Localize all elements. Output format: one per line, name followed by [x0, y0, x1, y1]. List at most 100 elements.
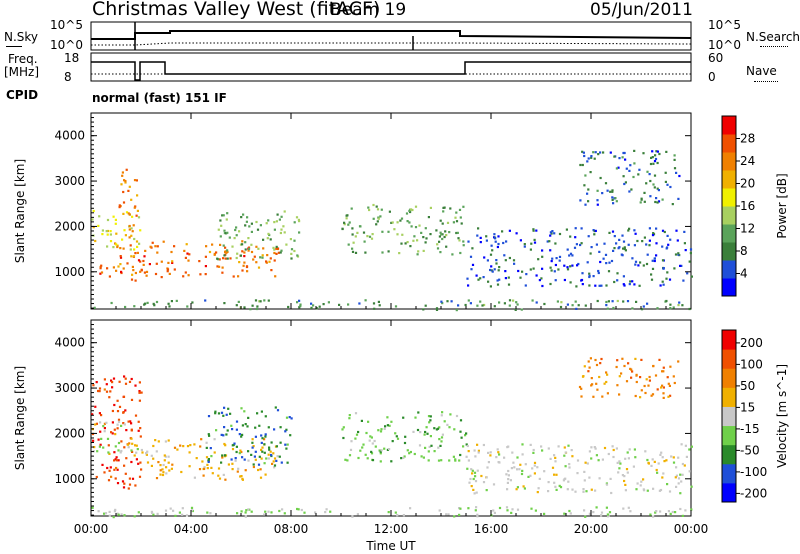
data-cell — [251, 441, 254, 444]
data-cell — [674, 511, 677, 514]
data-cell — [612, 448, 615, 452]
data-cell — [287, 305, 290, 309]
data-cell — [223, 302, 226, 305]
data-cell — [403, 441, 407, 445]
data-cell — [518, 468, 521, 471]
data-cell — [342, 436, 345, 440]
colorbar-tick-label: 16 — [740, 199, 755, 213]
data-cell — [588, 284, 591, 287]
data-cell — [103, 378, 106, 381]
data-cell — [495, 456, 498, 459]
data-cell — [256, 228, 260, 231]
data-cell — [436, 247, 440, 250]
data-cell — [213, 253, 216, 256]
data-cell — [689, 252, 692, 255]
nave-label: Nave — [746, 64, 777, 78]
data-cell — [448, 459, 451, 462]
data-cell — [229, 412, 232, 415]
data-cell — [221, 454, 224, 457]
data-cell — [429, 206, 432, 209]
data-cell — [599, 362, 602, 365]
data-cell — [589, 252, 592, 255]
data-cell — [344, 458, 347, 461]
data-cell — [603, 242, 606, 245]
data-cell — [277, 251, 280, 254]
data-cell — [150, 464, 153, 467]
data-cell — [98, 412, 101, 415]
data-cell — [133, 305, 136, 308]
data-cell — [238, 261, 241, 264]
data-cell — [130, 278, 134, 281]
data-cell — [359, 449, 362, 452]
data-cell — [267, 510, 270, 513]
data-cell — [356, 231, 359, 234]
data-cell — [99, 421, 102, 424]
data-cell — [371, 442, 374, 445]
data-cell — [448, 231, 451, 234]
data-cell — [160, 276, 163, 279]
data-cell — [580, 227, 583, 230]
data-cell — [261, 446, 264, 449]
data-cell — [354, 412, 358, 415]
data-cell — [161, 468, 164, 471]
data-cell — [609, 190, 612, 193]
data-cell — [119, 255, 122, 258]
data-cell — [433, 450, 436, 453]
data-cell — [467, 459, 470, 462]
data-cell — [667, 510, 670, 513]
data-cell — [406, 449, 409, 452]
data-cell — [208, 250, 212, 254]
data-cell — [272, 460, 275, 463]
data-cell — [625, 380, 629, 383]
data-cell — [666, 376, 669, 379]
data-cell — [416, 428, 420, 432]
data-cell — [114, 218, 117, 221]
data-cell — [263, 438, 266, 441]
data-cell — [361, 446, 364, 449]
data-cell — [558, 255, 562, 258]
data-cell — [124, 409, 127, 412]
data-cell — [134, 205, 137, 208]
data-cell — [471, 247, 474, 250]
data-cell — [114, 458, 117, 461]
data-cell — [606, 373, 609, 376]
data-cell — [168, 469, 171, 472]
data-cell — [390, 420, 393, 423]
data-cell — [557, 268, 560, 271]
data-cell — [222, 473, 225, 476]
data-cell — [560, 301, 563, 304]
data-cell — [234, 457, 237, 460]
data-cell — [108, 469, 111, 472]
data-cell — [162, 471, 165, 474]
data-cell — [223, 426, 226, 429]
data-cell — [236, 470, 239, 473]
data-cell — [224, 478, 227, 481]
x-tick-label: 08:00 — [274, 522, 309, 536]
data-cell — [280, 461, 283, 464]
colorbar-cell — [722, 406, 736, 427]
data-cell — [300, 508, 303, 512]
data-cell — [128, 185, 131, 188]
data-cell — [541, 449, 544, 452]
data-cell — [240, 510, 243, 513]
data-cell — [506, 488, 509, 491]
data-cell — [373, 307, 376, 310]
data-cell — [121, 480, 125, 483]
data-cell — [118, 380, 121, 383]
data-cell — [241, 243, 244, 246]
data-cell — [244, 511, 247, 514]
data-cell — [241, 433, 244, 436]
data-cell — [659, 510, 662, 513]
data-cell — [688, 260, 691, 263]
data-cell — [509, 479, 512, 482]
data-cell — [627, 457, 630, 460]
data-cell — [672, 456, 675, 459]
data-cell — [198, 260, 201, 263]
data-cell — [139, 229, 142, 232]
data-cell — [365, 431, 368, 435]
data-cell — [207, 460, 210, 463]
data-cell — [144, 302, 147, 305]
data-cell — [116, 244, 119, 247]
data-cell — [267, 457, 270, 460]
data-cell — [455, 231, 458, 235]
